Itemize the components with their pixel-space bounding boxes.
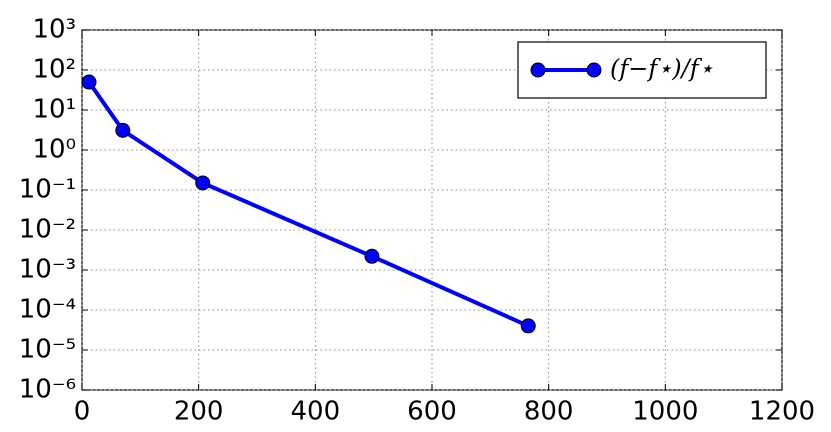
y-tick-label: 10⁰ — [32, 135, 76, 165]
y-tick-label: 10³ — [32, 15, 76, 45]
x-tick-label: 1000 — [632, 397, 698, 427]
y-tick-label: 10¹ — [32, 95, 76, 125]
y-tick-label: 10⁻² — [19, 215, 76, 245]
data-point — [520, 318, 536, 334]
data-point — [195, 175, 211, 191]
x-tick-label: 600 — [407, 397, 457, 427]
legend-marker — [586, 62, 602, 78]
legend-marker — [530, 62, 546, 78]
x-tick-label: 0 — [74, 397, 91, 427]
legend-label: (f−f⋆)/f⋆ — [610, 55, 714, 83]
x-tick-label: 800 — [524, 397, 574, 427]
y-tick-label: 10⁻⁶ — [19, 375, 76, 405]
x-tick-label: 1200 — [749, 397, 815, 427]
y-tick-label: 10⁻¹ — [19, 175, 76, 205]
y-tick-label: 10⁻³ — [19, 255, 76, 285]
data-point — [115, 122, 131, 138]
y-tick-label: 10² — [32, 55, 76, 85]
data-point — [81, 74, 97, 90]
x-tick-label: 400 — [291, 397, 341, 427]
y-tick-label: 10⁻⁴ — [19, 295, 76, 325]
data-point — [364, 248, 380, 264]
y-tick-label: 10⁻⁵ — [19, 335, 76, 365]
x-tick-label: 200 — [174, 397, 224, 427]
